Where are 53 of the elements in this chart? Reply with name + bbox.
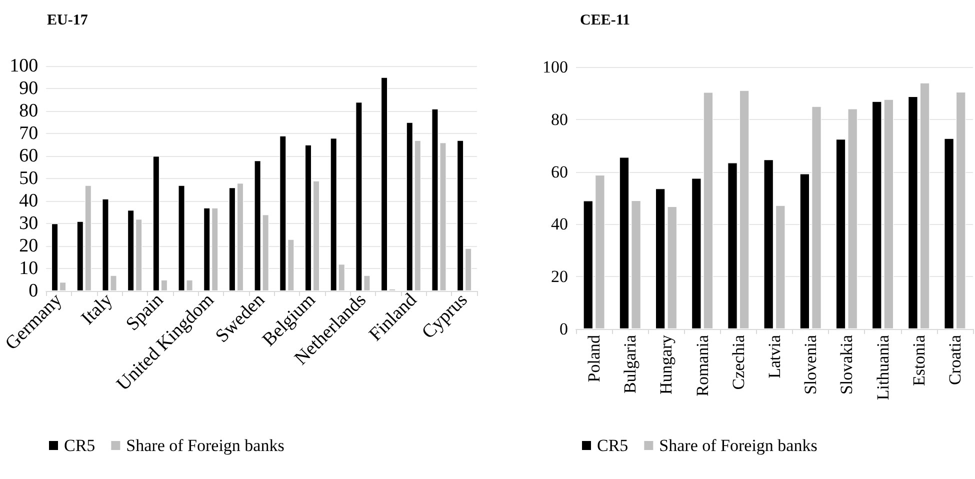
legend-label: Share of Foreign banks bbox=[126, 436, 284, 455]
y-tick-label: 70 bbox=[19, 123, 38, 144]
y-tick-label: 60 bbox=[551, 162, 568, 182]
y-tick-label: 50 bbox=[19, 168, 38, 189]
x-tick-label: Bulgaria bbox=[620, 334, 640, 394]
bar bbox=[595, 174, 605, 329]
chart-title: CEE-11 bbox=[580, 12, 630, 28]
y-tick-label: 80 bbox=[551, 110, 568, 129]
x-tick-label: Latvia bbox=[765, 334, 784, 378]
bar bbox=[956, 92, 966, 329]
y-tick-label: 100 bbox=[542, 58, 568, 76]
x-tick-label: Hungary bbox=[656, 334, 676, 394]
y-tick-label: 100 bbox=[10, 56, 38, 76]
x-tick-label: Czechia bbox=[728, 334, 748, 390]
y-tick-label: 30 bbox=[19, 213, 38, 234]
y-tick-label: 80 bbox=[19, 100, 38, 122]
y-tick-label: 40 bbox=[19, 190, 38, 212]
x-tick-label: Lithuania bbox=[873, 334, 892, 400]
y-tick-label: 60 bbox=[19, 146, 38, 166]
bar bbox=[944, 138, 954, 329]
bar bbox=[908, 96, 918, 329]
bar bbox=[728, 162, 738, 329]
bar bbox=[703, 92, 714, 329]
x-tick-label: Estonia bbox=[909, 334, 928, 386]
bar bbox=[631, 200, 641, 329]
y-tick-label: 20 bbox=[19, 236, 38, 256]
y-tick-label: 10 bbox=[19, 258, 38, 279]
x-tick-label: Slovenia bbox=[801, 334, 820, 394]
x-tick-label: Croatia bbox=[945, 334, 964, 386]
y-tick-label: 0 bbox=[560, 320, 568, 338]
x-tick-label: Romania bbox=[692, 334, 712, 396]
legend-label: CR5 bbox=[64, 436, 96, 455]
bar bbox=[775, 205, 786, 329]
x-tick-label: Italy bbox=[77, 289, 118, 330]
y-tick-label: 90 bbox=[19, 78, 38, 99]
bar bbox=[920, 82, 930, 329]
y-tick-label: 40 bbox=[551, 214, 568, 234]
bar bbox=[812, 106, 822, 329]
bar bbox=[691, 178, 702, 329]
chart-title: EU-17 bbox=[47, 12, 88, 28]
legend-label: CR5 bbox=[597, 436, 628, 455]
bar bbox=[836, 139, 846, 329]
bar bbox=[583, 200, 594, 329]
y-tick-label: 0 bbox=[28, 280, 38, 302]
x-tick-label: Slovakia bbox=[837, 334, 856, 394]
y-tick-label: 20 bbox=[551, 267, 568, 286]
x-tick-label: Poland bbox=[584, 334, 604, 382]
bar bbox=[800, 174, 810, 329]
bar bbox=[619, 157, 630, 329]
legend-label: Share of Foreign banks bbox=[659, 436, 818, 455]
bar bbox=[764, 159, 774, 329]
bar bbox=[739, 90, 750, 329]
bar bbox=[848, 108, 858, 329]
